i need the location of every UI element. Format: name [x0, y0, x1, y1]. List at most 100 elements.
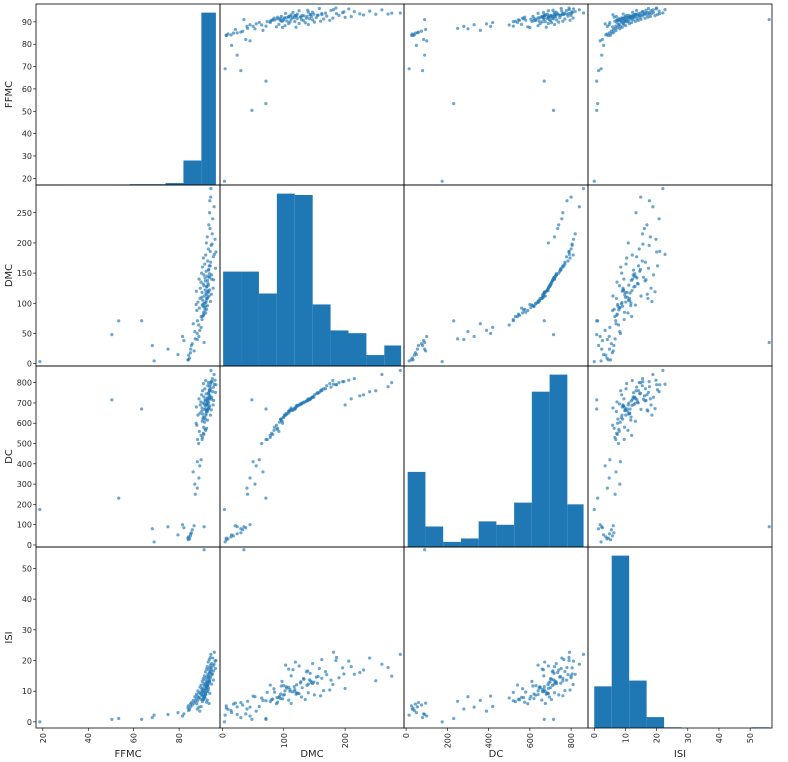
scatter-point: [206, 295, 210, 299]
cell-ffmc-vs-dc: [403, 3, 589, 186]
scatter-point: [425, 334, 429, 339]
cell-ffmc-vs-ffmc: [35, 3, 221, 186]
scatter-point: [478, 698, 482, 702]
scatter-point: [538, 16, 542, 20]
scatter-point: [547, 695, 552, 699]
scatter-point: [452, 102, 456, 106]
scatter-point: [226, 32, 230, 36]
scatter-point: [597, 343, 601, 348]
scatter-point: [294, 25, 298, 29]
cell-border: [219, 3, 405, 186]
scatter-point: [314, 16, 318, 20]
scatter-point: [564, 678, 569, 682]
scatter-point: [644, 398, 648, 403]
scatter-point: [244, 712, 248, 716]
scatter-point: [618, 420, 622, 424]
scatter-point: [374, 389, 378, 393]
scatter-point: [282, 692, 286, 697]
scatter-point: [298, 402, 302, 407]
scatter-point: [542, 684, 546, 689]
scatter-point: [233, 524, 237, 528]
scatter-point: [323, 387, 328, 391]
scatter-point: [212, 252, 216, 256]
scatter-point: [511, 690, 515, 695]
scatter-point: [608, 33, 613, 37]
scatter-point: [209, 368, 213, 373]
scatter-point: [629, 278, 633, 282]
scatter-point: [551, 717, 556, 722]
scatter-point: [198, 328, 202, 332]
scatter-point: [569, 13, 573, 17]
scatter-point: [380, 662, 384, 666]
scatter-point: [331, 16, 335, 20]
cell-ffmc-vs-dmc: [219, 3, 405, 186]
scatter-point: [538, 299, 542, 303]
scatter-point: [208, 199, 212, 203]
scatter-point: [414, 711, 418, 715]
scatter-point: [629, 399, 633, 403]
scatter-point: [209, 408, 213, 412]
cell-border: [587, 546, 773, 729]
scatter-point: [519, 22, 524, 26]
scatter-point: [620, 393, 624, 397]
scatter-point: [541, 293, 545, 297]
scatter-point: [628, 299, 632, 303]
scatter-point: [361, 13, 366, 17]
scatter-point: [239, 700, 243, 705]
scatter-point: [276, 700, 280, 704]
scatter-point: [622, 437, 626, 442]
scatter-point: [419, 29, 424, 33]
y-tick-label-ffmc: 80: [22, 40, 32, 49]
scatter-point: [489, 331, 493, 336]
scatter-point: [287, 667, 291, 671]
scatter-point: [559, 6, 563, 11]
scatter-point: [272, 428, 276, 432]
scatter-point: [203, 262, 207, 266]
scatter-point: [210, 682, 214, 686]
scatter-point: [311, 18, 315, 22]
scatter-point: [552, 235, 557, 239]
scatter-point: [641, 242, 645, 246]
scatter-point: [601, 533, 606, 537]
y-tick-label-dc: 0: [27, 541, 32, 550]
scatter-point: [343, 403, 347, 407]
scatter-point: [567, 658, 571, 663]
scatter-point: [638, 391, 642, 395]
scatter-point: [613, 492, 617, 496]
scatter-point: [337, 13, 341, 17]
scatter-point: [605, 32, 609, 36]
scatter-point: [622, 310, 627, 314]
scatter-point: [636, 264, 641, 268]
scatter-point: [290, 690, 294, 694]
scatter-point: [312, 693, 317, 697]
scatter-point: [592, 507, 596, 512]
scatter-point: [323, 11, 328, 15]
scatter-point: [645, 408, 649, 412]
scatter-point: [289, 701, 293, 706]
scatter-point: [280, 679, 284, 683]
scatter-point: [619, 389, 623, 393]
histogram-bar-dmc-1: [241, 271, 259, 366]
tick-labels: 20 40 60 80 0 100 200 0 200 400 600 800 0 10 20 30 40 502…: [17, 18, 755, 748]
scatter-point: [316, 13, 320, 17]
scatter-point: [630, 253, 634, 257]
scatter-point: [608, 358, 613, 362]
scatter-point: [537, 19, 541, 23]
y-tick-label-ffmc: 40: [22, 130, 32, 139]
scatter-point: [233, 701, 237, 705]
scatter-point: [592, 360, 596, 364]
scatter-point: [663, 252, 667, 256]
scatter-point: [334, 655, 339, 660]
scatter-point: [251, 24, 255, 28]
scatter-point: [223, 713, 227, 717]
scatter-point: [386, 12, 390, 16]
scatter-point: [647, 385, 652, 389]
scatter-point: [208, 299, 213, 304]
scatter-point: [196, 413, 200, 417]
scatter-point: [306, 22, 310, 27]
scatter-point: [282, 684, 286, 688]
scatter-point: [511, 317, 515, 322]
scatter-point: [440, 179, 444, 183]
scatter-point: [440, 360, 444, 364]
